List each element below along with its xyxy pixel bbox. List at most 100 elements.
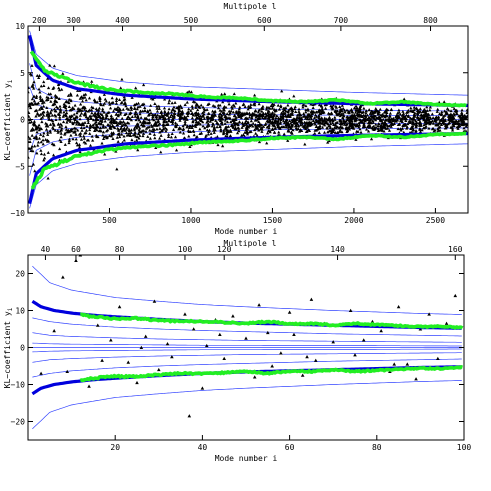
bottom-contour-line: [32, 358, 462, 378]
top-data-point: [181, 131, 186, 135]
top-data-point: [223, 118, 228, 122]
top-data-point: [155, 106, 159, 110]
top-data-point: [46, 130, 50, 134]
top-data-point: [33, 144, 37, 148]
top-data-point: [237, 129, 241, 133]
top-data-point: [195, 113, 199, 116]
top-data-point: [325, 126, 329, 129]
top-data-point: [441, 118, 446, 122]
top-data-point: [58, 147, 62, 151]
top-data-point: [427, 117, 431, 121]
top-data-point: [418, 130, 423, 133]
top-data-point: [177, 106, 181, 110]
top-data-point: [101, 125, 105, 129]
top-data-point: [198, 122, 202, 126]
top-data-point: [442, 122, 446, 126]
top-data-point: [98, 96, 102, 100]
top-data-point: [239, 111, 243, 115]
top-data-point: [73, 103, 77, 107]
top-data-point: [205, 128, 209, 132]
top-data-point: [460, 108, 464, 112]
bottom-top-tick-label: 100: [178, 245, 193, 254]
top-y-tick-label: −5: [15, 162, 25, 171]
top-data-point: [37, 76, 41, 80]
top-data-point: [374, 122, 378, 126]
top-data-point: [42, 104, 46, 108]
bottom-data-point: [353, 353, 357, 357]
top-data-point: [310, 122, 314, 126]
top-data-point: [46, 132, 50, 136]
top-data-point: [39, 127, 44, 131]
top-data-point: [302, 112, 306, 116]
top-data-point: [45, 109, 50, 113]
top-data-point: [37, 136, 42, 140]
top-data-point: [335, 109, 340, 113]
top-data-point: [111, 118, 115, 122]
top-data-point: [309, 117, 314, 121]
top-panel: 500 1000 1500 2000 2500 −10 −5 0 5 10 200 300 400 5…: [3, 2, 469, 236]
top-data-point: [169, 120, 174, 124]
top-data-point: [369, 117, 373, 121]
top-data-point: [224, 128, 228, 132]
top-data-point: [119, 110, 123, 114]
top-data-point: [273, 126, 277, 130]
top-data-point: [289, 130, 294, 134]
top-data-point: [188, 130, 193, 134]
top-data-point: [174, 125, 178, 129]
top-data-point: [398, 112, 402, 116]
top-data-point: [299, 119, 304, 123]
top-data-point: [362, 121, 366, 125]
top-data-point: [216, 106, 221, 110]
top-data-point: [222, 106, 226, 110]
top-data-point: [56, 130, 60, 134]
top-data-point: [34, 114, 38, 118]
top-data-point: [67, 137, 72, 141]
top-data-point: [122, 134, 126, 138]
top-data-point: [91, 118, 96, 122]
top-data-point: [134, 86, 138, 90]
top-data-point: [446, 108, 451, 112]
top-data-point: [193, 111, 198, 115]
top-data-point: [278, 121, 282, 125]
top-data-point: [74, 141, 79, 145]
top-data-point: [75, 122, 79, 126]
top-data-point: [166, 122, 170, 126]
top-data-point: [106, 111, 110, 115]
top-data-point: [340, 126, 344, 130]
top-data-point: [64, 100, 68, 104]
bottom-data-point: [444, 321, 449, 325]
top-data-point: [241, 133, 245, 136]
top-data-point: [188, 145, 192, 148]
bottom-data-point: [257, 303, 261, 307]
top-data-point: [249, 130, 253, 133]
top-data-point: [59, 107, 63, 111]
top-data-point: [136, 122, 140, 125]
top-data-point: [338, 105, 342, 108]
top-measured-band: [31, 131, 467, 190]
top-data-point: [355, 122, 359, 126]
top-data-point: [102, 101, 107, 105]
top-data-point: [418, 127, 422, 131]
top-data-point: [28, 72, 33, 76]
top-data-point: [269, 113, 273, 117]
top-data-point: [91, 123, 95, 127]
top-top-tick-label: 200: [32, 16, 47, 25]
top-data-point: [311, 106, 315, 110]
bottom-data-point: [379, 329, 383, 333]
top-data-point: [300, 122, 304, 126]
top-data-point: [304, 104, 308, 108]
top-data-point: [202, 116, 206, 120]
top-data-point: [320, 108, 325, 112]
top-data-point: [84, 109, 89, 113]
top-data-point: [367, 108, 371, 112]
top-data-point: [323, 118, 327, 122]
top-data-point: [354, 137, 358, 141]
top-data-point: [187, 89, 191, 93]
top-data-point: [370, 126, 374, 130]
top-data-point: [377, 128, 381, 132]
top-data-point: [57, 86, 61, 90]
top-data-point: [185, 124, 190, 128]
top-data-point: [295, 113, 300, 117]
top-data-point: [147, 121, 151, 125]
top-data-point: [425, 116, 429, 120]
